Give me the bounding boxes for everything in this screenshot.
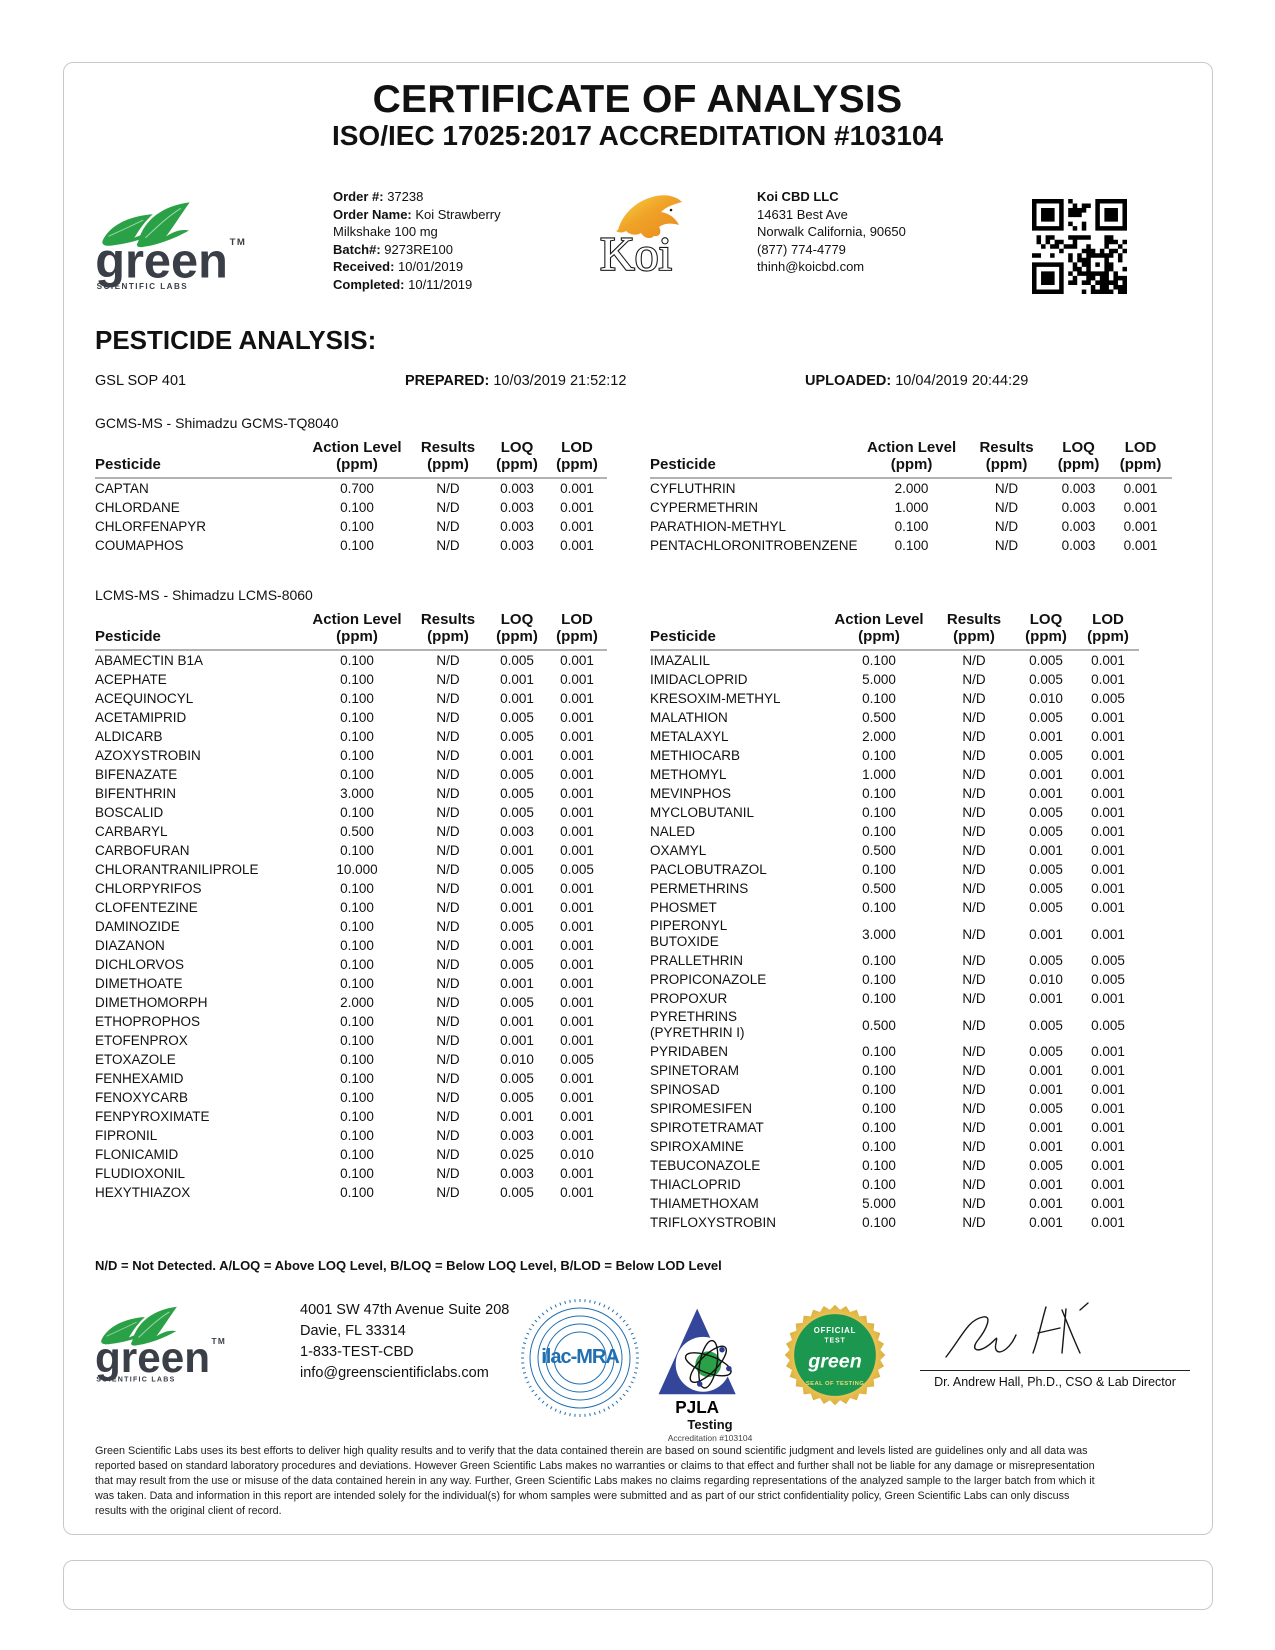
svg-text:green: green (95, 1334, 210, 1381)
svg-text:TM: TM (211, 1336, 226, 1346)
svg-text:ilac-MRA: ilac-MRA (541, 1346, 619, 1368)
svg-text:TM: TM (230, 237, 247, 248)
svg-text:OFFICIAL: OFFICIAL (814, 1326, 856, 1335)
svg-text:TEST: TEST (824, 1337, 845, 1344)
svg-text:SCIENTIFIC LABS: SCIENTIFIC LABS (96, 1377, 175, 1384)
svg-text:Koi: Koi (600, 228, 672, 281)
svg-text:SCIENTIFIC LABS: SCIENTIFIC LABS (97, 282, 189, 291)
svg-text:green: green (95, 235, 228, 289)
svg-text:SEAL OF TESTING: SEAL OF TESTING (806, 1381, 864, 1387)
svg-text:PJLA: PJLA (675, 1397, 719, 1417)
svg-text:green: green (807, 1351, 861, 1373)
